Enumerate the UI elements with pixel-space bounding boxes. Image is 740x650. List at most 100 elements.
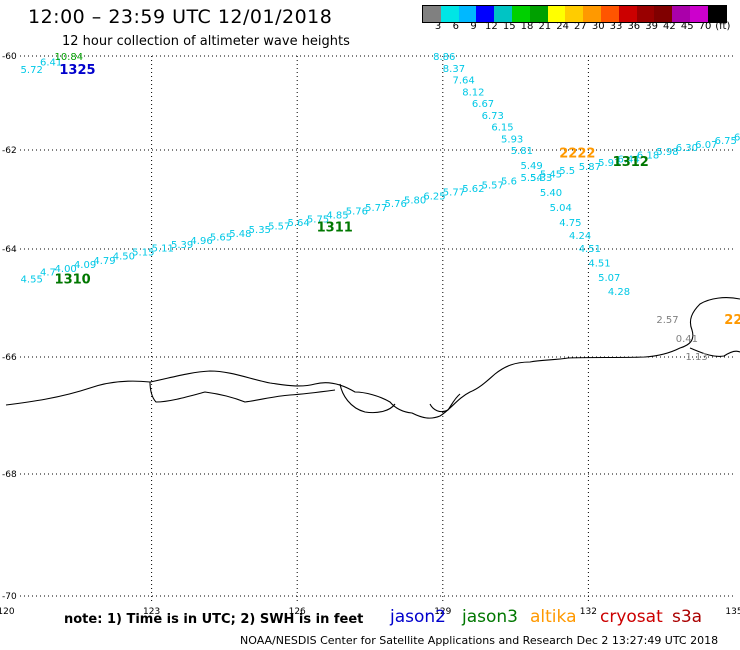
wave-height-value: 5.57 [268, 222, 290, 233]
wave-height-value: 5.39 [171, 240, 193, 251]
wave-height-value: 5.33 [530, 173, 552, 184]
color-scale-label: 70 [698, 21, 712, 32]
wave-height-value: 4.28 [608, 287, 630, 298]
wave-height-value: 5.65 [210, 233, 232, 244]
wave-height-value: 5.81 [511, 146, 533, 157]
wave-height-value: 5.76 [346, 206, 368, 217]
wave-height-value: 5.77 [365, 203, 387, 214]
wave-height-value: 6.44 [618, 154, 640, 165]
wave-height-value: 5.93 [501, 134, 523, 145]
wave-height-value: 5.5 [559, 166, 575, 177]
lat-tick-label: -68 [2, 470, 17, 480]
wave-height-value: 5.75 [307, 214, 329, 225]
wave-height-value: 4.50 [113, 251, 135, 262]
orbit-number-label: 1311 [317, 221, 353, 236]
color-swatch [636, 6, 655, 22]
footer-note: note: 1) Time is in UTC; 2) SWH is in fe… [64, 612, 364, 627]
color-swatch [511, 6, 530, 22]
color-scale [422, 5, 727, 23]
lat-tick-label: -64 [2, 245, 17, 255]
color-scale-label: 6 [452, 21, 459, 32]
satellite-legend-s3a: s3a [672, 607, 703, 627]
color-swatch [440, 6, 459, 22]
color-swatch [672, 6, 690, 22]
wave-height-value: 5.35 [249, 225, 271, 236]
page-title: 12:00 – 23:59 UTC 12/01/2018 [28, 6, 333, 28]
color-swatch [565, 6, 584, 22]
wave-height-value: 5.72 [21, 65, 43, 76]
wave-height-value: 4.96 [190, 236, 212, 247]
color-scale-label: 39 [645, 21, 658, 32]
wave-height-value: 6.41 [40, 58, 62, 69]
color-scale-labels: 3 6 9 12 15 18 21 24 27 30 33 36 39 42 45 70 (ft) [422, 21, 740, 35]
color-swatch [618, 6, 637, 22]
wave-height-value: 5.04 [550, 203, 572, 214]
wave-height-value: 6.67 [472, 99, 494, 110]
wave-height-value: 4.75 [559, 218, 581, 229]
orbit-number-label: 2221 [724, 313, 740, 328]
color-scale-label: 15 [502, 21, 516, 32]
wave-height-value: 4.79 [93, 256, 115, 267]
lon-tick-label: 132 [580, 607, 597, 617]
wave-height-value: 5.54 [520, 173, 542, 184]
color-scale-label: 27 [574, 21, 587, 32]
color-swatch [600, 6, 619, 22]
color-scale-label: 21 [538, 21, 552, 32]
wave-height-value: 5.80 [404, 196, 426, 207]
wave-height-value: 5.11 [152, 244, 174, 255]
wave-height-value: 4.00 [55, 264, 77, 275]
wave-height-value: 8.86 [433, 52, 455, 63]
color-swatch [583, 6, 601, 22]
color-scale-label: 18 [520, 21, 534, 32]
wave-height-value: 1.13 [685, 352, 707, 363]
color-swatch [476, 6, 495, 22]
wave-height-value: 8.12 [462, 87, 484, 98]
wave-height-value: 5.64 [287, 218, 309, 229]
wave-height-value: 4.51 [579, 244, 601, 255]
wave-height-value: 5.15 [132, 248, 154, 259]
lon-tick-label: 135 [725, 607, 740, 617]
color-scale-label: 36 [627, 21, 641, 32]
wave-height-value: 4.51 [588, 259, 610, 270]
color-swatch [494, 6, 512, 22]
color-scale-label: 9 [470, 21, 477, 32]
graticule [20, 55, 734, 604]
lat-tick-label: -66 [2, 353, 17, 363]
color-swatch [547, 6, 566, 22]
color-scale-label: 3 [434, 21, 442, 32]
color-scale-label: 30 [591, 21, 605, 32]
wave-height-value: 5.87 [579, 162, 601, 173]
satellite-legend-jason2: jason2 [390, 607, 446, 627]
wave-height-value: 4.09 [74, 260, 96, 271]
lon-tick-label: 126 [289, 607, 306, 617]
color-swatch [529, 6, 548, 22]
ice-shelf-outline [149, 347, 740, 414]
color-scale-label: 12 [485, 21, 498, 32]
wave-height-value: 0.41 [676, 334, 698, 345]
wave-height-value: 5.98 [656, 147, 678, 158]
orbit-number-label: 1312 [613, 155, 649, 170]
wave-height-value: 5.07 [598, 273, 620, 284]
wave-height-value: 6.75 [715, 136, 737, 147]
color-swatch [689, 6, 708, 22]
lat-tick-label: -70 [2, 592, 17, 602]
wave-height-value: 10.84 [55, 52, 84, 63]
color-scale-label: 24 [556, 21, 569, 32]
wave-height-value: 5.93 [598, 158, 620, 169]
wave-height-value: 5.62 [462, 184, 484, 195]
antarctic-coastline [5, 297, 740, 419]
wave-height-value: 6.15 [491, 123, 513, 134]
color-swatch [423, 6, 441, 22]
wave-height-value: 4.85 [326, 210, 348, 221]
wave-height-value: 6.25 [423, 192, 445, 203]
wave-height-value: 5.40 [540, 188, 562, 199]
wave-height-value: 5.57 [482, 181, 504, 192]
wave-height-value: 2.57 [656, 315, 678, 326]
wave-height-value: 6.73 [482, 111, 504, 122]
color-scale-label: 42 [663, 21, 676, 32]
wave-height-value: 5.76 [385, 199, 407, 210]
wave-height-value: 5.45 [540, 169, 562, 180]
wave-height-value: 4.24 [569, 231, 591, 242]
